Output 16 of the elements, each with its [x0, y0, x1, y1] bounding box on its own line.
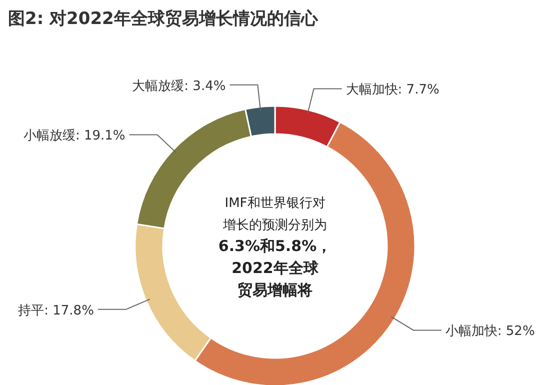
slice-label: 小幅加快	[445, 324, 498, 340]
data-label: : 7.7%	[398, 82, 440, 98]
text: 贸易增幅将	[238, 281, 312, 299]
slice-label: 小幅放缓	[23, 128, 76, 144]
data-label: : 52%	[497, 324, 535, 340]
slice-label: 大幅放缓	[132, 78, 184, 94]
text: IMF和世界银行对	[224, 196, 326, 211]
slice-label: 大幅加快	[346, 82, 398, 98]
data-label: : 17.8%	[44, 303, 94, 318]
text: 增长的预测分别为	[222, 218, 327, 233]
data-label: : 19.1%	[75, 128, 126, 144]
text: 2022年全球	[232, 259, 320, 277]
data-label: : 3.4%	[184, 78, 226, 94]
chart-title: 图2: 对2022年全球贸易增长情况的信心	[8, 9, 319, 29]
text: 6.3%和5.8%，	[218, 237, 332, 255]
slice-label: 持平	[18, 303, 44, 318]
